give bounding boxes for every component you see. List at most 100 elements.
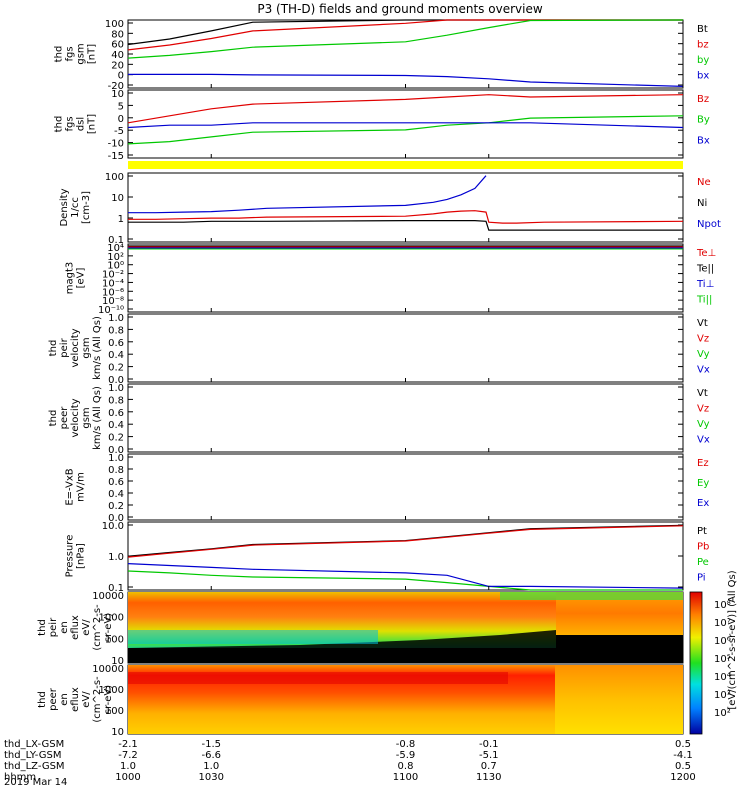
y-axis-label: mV/m <box>76 472 87 502</box>
y-axis-label: eflux <box>70 615 81 640</box>
y-tick-label: 10⁻¹⁰ <box>98 305 124 316</box>
y-tick-label: 100 <box>105 706 124 717</box>
y-tick-label: 1.0 <box>108 453 124 464</box>
x-row-value: -5.9 <box>396 750 416 761</box>
legend-bx: bx <box>697 71 709 82</box>
y-tick-label: 10 <box>111 656 124 667</box>
series-line-By <box>127 115 684 145</box>
y-axis-label: gsm <box>81 337 92 358</box>
legend-Vx: Vx <box>697 365 710 376</box>
panel-frame <box>127 19 684 89</box>
yellow-quality-bar <box>128 161 683 169</box>
legend-Pi: Pi <box>697 573 706 584</box>
y-tick-label: 0.8 <box>108 465 124 476</box>
y-tick-label: 10⁴ <box>107 243 124 254</box>
y-axis-label: sr-eV) <box>103 613 114 642</box>
legend-Te||: Te|| <box>696 264 714 275</box>
panel-peer-velocity: 1.00.8 0.60.4 0.20.0 thd peer velocity gsm km/s… <box>48 383 710 456</box>
panel-frame <box>127 89 684 159</box>
legend-Ez: Ez <box>697 458 709 469</box>
x-row-value: 0.8 <box>398 761 414 772</box>
series-line-Ni <box>128 220 683 231</box>
y-tick-label: 0.0 <box>108 445 124 456</box>
y-axis-label: eV/ <box>81 619 92 636</box>
y-axis-label: gsm <box>81 407 92 428</box>
x-row-value: 1200 <box>670 772 695 783</box>
peer-spectro-region-b <box>555 665 683 734</box>
x-row-value: 1.0 <box>203 761 219 772</box>
peer-spectro-region-c <box>128 672 508 684</box>
series-line-Pi <box>127 563 684 589</box>
y-tick-label: 0.6 <box>108 477 124 488</box>
legend-Pe: Pe <box>697 557 709 568</box>
peer-spectrogram <box>128 665 683 734</box>
y-tick-label: 10 <box>111 193 124 204</box>
y-tick-label: -5 <box>114 126 124 137</box>
legend-Vt: Vt <box>697 388 708 399</box>
x-row-value: -7.2 <box>118 750 138 761</box>
y-axis-label: km/s (All Qs) <box>92 316 103 380</box>
y-tick-label: 10⁻⁴ <box>102 278 124 289</box>
y-axis-label: velocity <box>70 398 81 437</box>
colorbar-tick-label: 10⁶ <box>714 636 731 647</box>
y-axis-label: thd <box>54 46 65 63</box>
peir-spectrogram <box>128 592 683 663</box>
panel-pressure: 10.0 1.0 0.1 Pressure [nPa] Pt Pb Pe Pi <box>65 521 710 594</box>
colorbar-tick-label: 10⁵ <box>714 654 731 665</box>
x-row-label: thd_LZ-GSM <box>4 761 65 772</box>
panel-peir-velocity: 1.00.8 0.60.4 0.20.0 thd peir velocity gsm km/s… <box>48 313 710 386</box>
y-axis-label: en <box>59 693 70 706</box>
colorbar-tick-label: 10² <box>714 708 731 719</box>
y-axis-label: (cm^2-s- <box>92 604 103 651</box>
y-tick-label: -20 <box>108 81 124 92</box>
y-tick-label: 0.1 <box>108 583 124 594</box>
y-tick-label: 20 <box>111 60 124 71</box>
y-tick-label: 60 <box>111 40 124 51</box>
y-axis-label: thd <box>48 340 59 357</box>
legend-Bt: Bt <box>697 24 708 35</box>
panel-frame <box>127 172 684 243</box>
y-tick-label: 10⁻⁸ <box>102 296 124 307</box>
y-axis-label: thd <box>37 691 48 708</box>
y-tick-label: 10000 <box>92 591 124 602</box>
series-line-Ne <box>128 210 684 224</box>
y-axis-label: E=-VxB <box>65 468 76 505</box>
y-tick-label: 0.8 <box>108 395 124 406</box>
legend-Bx: Bx <box>697 135 710 146</box>
y-axis-label: peer <box>48 687 59 711</box>
y-axis-label: fgs <box>65 46 76 61</box>
legend-Vz: Vz <box>697 334 709 345</box>
x-row-value: -1.5 <box>201 739 221 750</box>
y-tick-label: 100 <box>105 172 124 183</box>
legend-Ey: Ey <box>697 478 709 489</box>
y-tick-label: 1.0 <box>108 552 124 563</box>
legend-Ti||: Ti|| <box>696 295 712 306</box>
panel-efield: 1.00.80.60.40.20.0 E=-VxB mV/m Ez Ey Ex <box>65 453 710 524</box>
series-line-by <box>127 19 684 59</box>
y-tick-label: 5 <box>118 101 124 112</box>
y-tick-label: 0.2 <box>108 363 124 374</box>
legend-Ex: Ex <box>697 498 709 509</box>
y-axis-label: [nPa] <box>76 543 87 569</box>
series-line-Pe <box>127 570 683 591</box>
x-row-value: 1130 <box>476 772 501 783</box>
x-row-value: 1.0 <box>120 761 136 772</box>
y-tick-label: 80 <box>111 29 124 40</box>
peir-spectro-region-e <box>556 635 683 663</box>
series-line-Pb <box>127 525 684 558</box>
panel-frame <box>127 243 684 313</box>
peir-spectro-region-d <box>128 630 556 663</box>
legend-Vy: Vy <box>697 419 710 430</box>
legend-Ne: Ne <box>697 177 711 188</box>
y-tick-label: 0.2 <box>108 501 124 512</box>
y-tick-label: 1.0 <box>108 313 124 324</box>
legend-bz: bz <box>697 40 709 51</box>
panel-frame <box>127 383 684 453</box>
x-row-value: 0.5 <box>675 739 691 750</box>
y-axis-label: Pressure <box>65 535 76 578</box>
legend-Npot: Npot <box>697 219 721 230</box>
y-tick-label: -15 <box>108 151 124 162</box>
y-tick-label: 10² <box>107 252 124 263</box>
